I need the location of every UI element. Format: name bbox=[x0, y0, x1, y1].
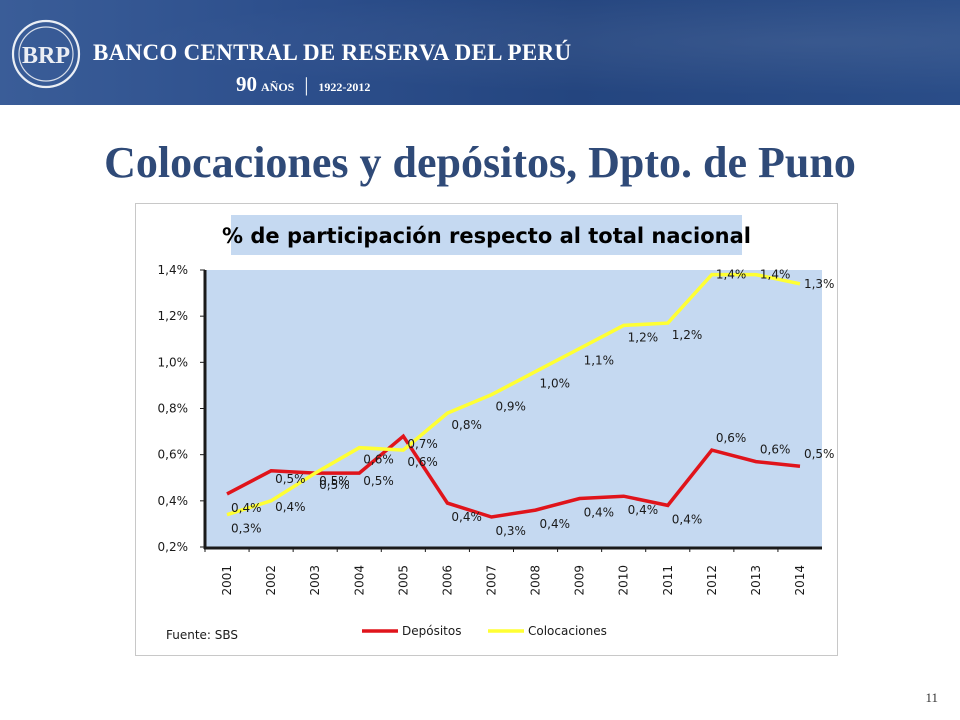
x-tick-label: 2002 bbox=[264, 565, 278, 596]
anniversary-word: AÑOS bbox=[261, 80, 295, 94]
plot-area bbox=[205, 270, 822, 547]
x-tick-label: 2014 bbox=[793, 565, 807, 596]
data-label-depositos: 0,5% bbox=[275, 472, 306, 486]
data-label-colocaciones: 1,4% bbox=[716, 268, 747, 282]
data-label-depositos: 0,4% bbox=[584, 506, 615, 520]
bank-logo-icon: BRP bbox=[11, 19, 81, 89]
x-tick-label: 2005 bbox=[396, 565, 410, 596]
x-tick-label: 2003 bbox=[308, 565, 322, 596]
legend-label-depositos: Depósitos bbox=[402, 624, 461, 638]
anniversary-number: 90 bbox=[236, 72, 257, 96]
data-label-colocaciones: 0,6% bbox=[363, 453, 394, 467]
data-label-depositos: 0,5% bbox=[363, 474, 394, 488]
slide-title: Colocaciones y depósitos, Dpto. de Puno bbox=[104, 138, 856, 187]
data-label-colocaciones: 0,5% bbox=[319, 478, 350, 492]
legend-label-colocaciones: Colocaciones bbox=[528, 624, 607, 638]
data-label-colocaciones: 1,1% bbox=[584, 353, 615, 367]
data-label-depositos: 0,4% bbox=[672, 512, 703, 526]
y-tick-label: 0,8% bbox=[158, 402, 189, 416]
x-tick-label: 2013 bbox=[749, 565, 763, 596]
x-tick-label: 2008 bbox=[529, 565, 543, 596]
header-banner: BRP BANCO CENTRAL DE RESERVA DEL PERÚ 90… bbox=[0, 0, 960, 105]
line-chart: % de participación respecto al total nac… bbox=[158, 215, 835, 642]
data-label-depositos: 0,4% bbox=[231, 501, 262, 515]
data-label-colocaciones: 1,2% bbox=[628, 330, 659, 344]
data-label-colocaciones: 1,3% bbox=[804, 277, 835, 291]
data-label-colocaciones: 0,3% bbox=[231, 522, 262, 536]
x-tick-label: 2007 bbox=[484, 565, 498, 596]
data-label-depositos: 0,3% bbox=[495, 524, 526, 538]
source-note: Fuente: SBS bbox=[166, 628, 238, 642]
series-line-colocaciones bbox=[226, 272, 801, 517]
x-tick-label: 2004 bbox=[352, 565, 366, 596]
data-label-depositos: 0,5% bbox=[319, 474, 350, 488]
x-tick-label: 2012 bbox=[705, 565, 719, 596]
y-tick-label: 0,4% bbox=[158, 494, 189, 508]
chart-frame: % de participación respecto al total nac… bbox=[135, 203, 838, 656]
data-label-depositos: 0,4% bbox=[540, 517, 571, 531]
data-label-colocaciones: 1,2% bbox=[672, 328, 703, 342]
data-label-colocaciones: 0,6% bbox=[407, 455, 438, 469]
anniversary-years: 1922-2012 bbox=[318, 80, 371, 94]
data-label-colocaciones: 0,8% bbox=[451, 418, 482, 432]
x-tick-label: 2001 bbox=[220, 565, 234, 596]
series-line-depositos bbox=[226, 433, 801, 519]
anniversary-line: 90 AÑOS | 1922-2012 bbox=[236, 72, 370, 97]
y-tick-label: 1,2% bbox=[158, 309, 189, 323]
y-tick-label: 1,0% bbox=[158, 355, 189, 369]
data-label-colocaciones: 0,9% bbox=[495, 400, 526, 414]
chart-title: % de participación respecto al total nac… bbox=[222, 224, 751, 248]
x-tick-label: 2009 bbox=[573, 565, 587, 596]
data-label-colocaciones: 0,4% bbox=[275, 500, 306, 514]
y-tick-label: 0,6% bbox=[158, 448, 189, 462]
logo-monogram: BRP bbox=[22, 43, 70, 69]
x-tick-label: 2006 bbox=[440, 565, 454, 596]
x-tick-label: 2011 bbox=[661, 565, 675, 596]
y-tick-label: 1,4% bbox=[158, 263, 189, 277]
data-label-depositos: 0,4% bbox=[451, 510, 482, 524]
data-label-depositos: 0,7% bbox=[407, 437, 438, 451]
page-number: 11 bbox=[925, 690, 938, 705]
bank-name: BANCO CENTRAL DE RESERVA DEL PERÚ bbox=[93, 40, 572, 65]
data-label-depositos: 0,4% bbox=[628, 503, 659, 517]
data-label-colocaciones: 1,4% bbox=[760, 268, 791, 282]
data-label-colocaciones: 1,0% bbox=[540, 377, 571, 391]
data-label-depositos: 0,5% bbox=[804, 447, 835, 461]
y-tick-label: 0,2% bbox=[158, 540, 189, 554]
data-label-depositos: 0,6% bbox=[716, 431, 747, 445]
banner-shading bbox=[0, 0, 960, 105]
x-tick-label: 2010 bbox=[617, 565, 631, 596]
data-label-depositos: 0,6% bbox=[760, 443, 791, 457]
anniversary-separator: | bbox=[304, 74, 309, 96]
chart-title-box bbox=[231, 215, 742, 255]
